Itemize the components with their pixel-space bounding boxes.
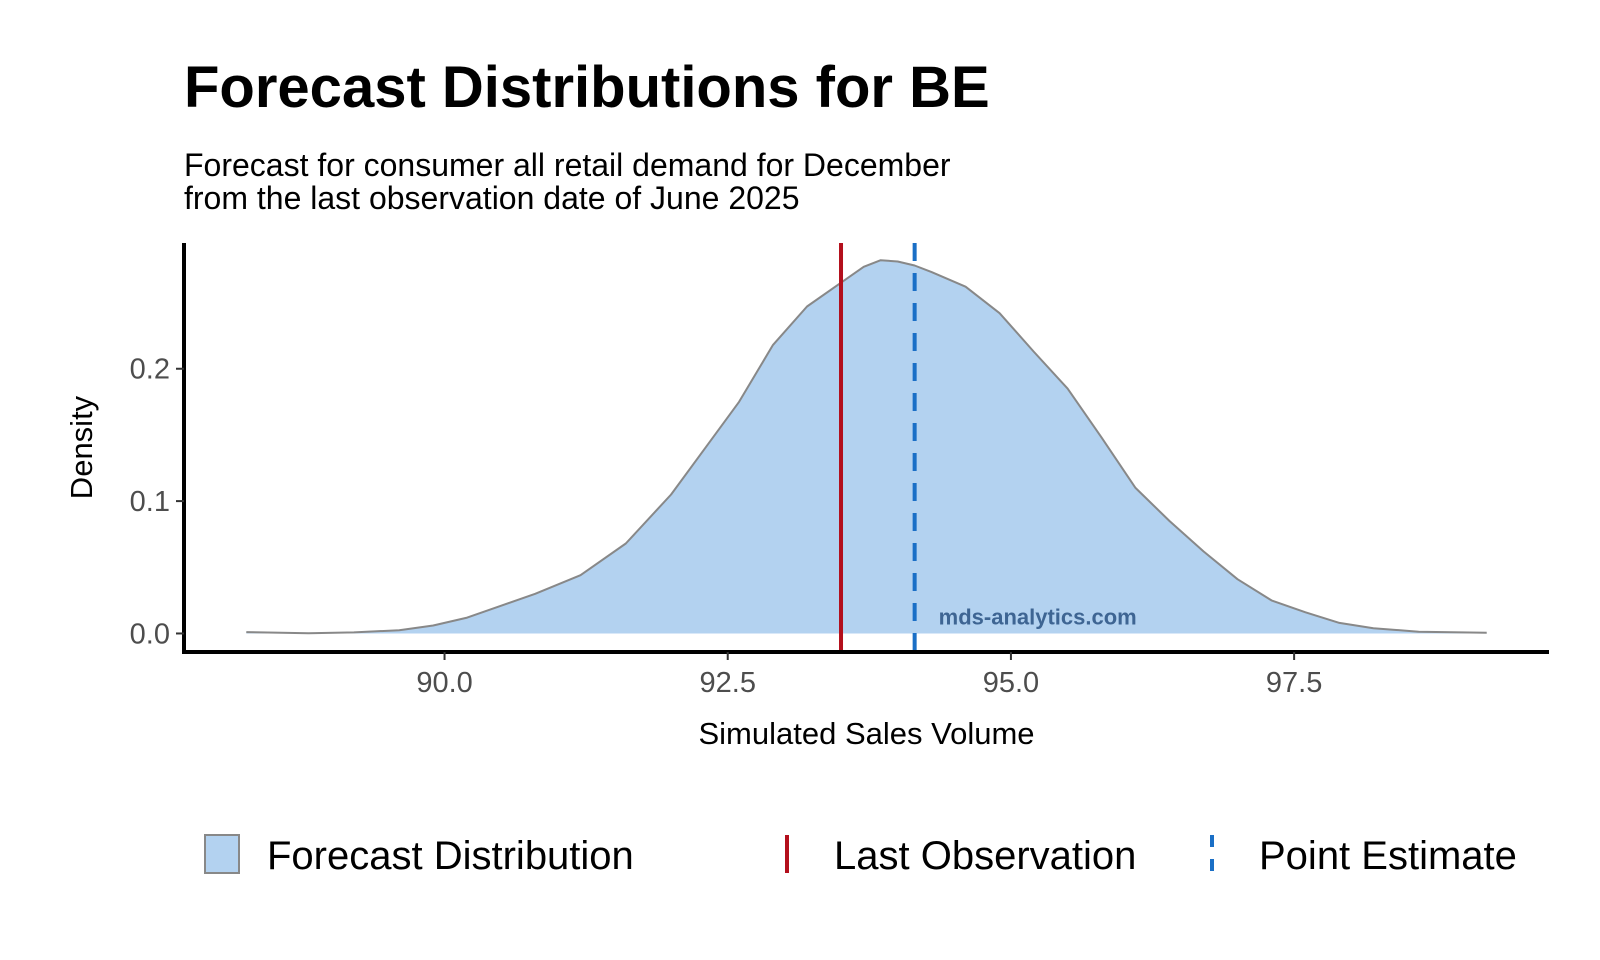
legend-key-forecast-distribution — [204, 834, 240, 874]
chart-title: Forecast Distributions for BE — [184, 55, 990, 120]
x-axis-title: Simulated Sales Volume — [698, 716, 1034, 751]
legend-label-forecast-distribution: Forecast Distribution — [267, 834, 634, 878]
density-curve — [246, 259, 1487, 635]
density-area — [246, 260, 1487, 634]
x-tick-label: 92.5 — [700, 667, 756, 699]
chart-subtitle-line-2: from the last observation date of June 2… — [184, 180, 800, 216]
y-tick-label: 0.0 — [130, 618, 170, 650]
x-tick-label: 95.0 — [983, 667, 1039, 699]
y-tick-label: 0.1 — [130, 486, 170, 518]
legend-label-last-observation: Last Observation — [834, 834, 1136, 878]
y-axis-title: Density — [64, 395, 99, 499]
legend-label-point-estimate: Point Estimate — [1259, 834, 1517, 878]
chart-subtitle-line-1: Forecast for consumer all retail demand … — [184, 147, 951, 183]
y-tick-label: 0.2 — [130, 354, 170, 386]
watermark: mds-analytics.com — [939, 604, 1137, 629]
x-tick-label: 90.0 — [416, 667, 472, 699]
x-tick-label: 97.5 — [1266, 667, 1322, 699]
